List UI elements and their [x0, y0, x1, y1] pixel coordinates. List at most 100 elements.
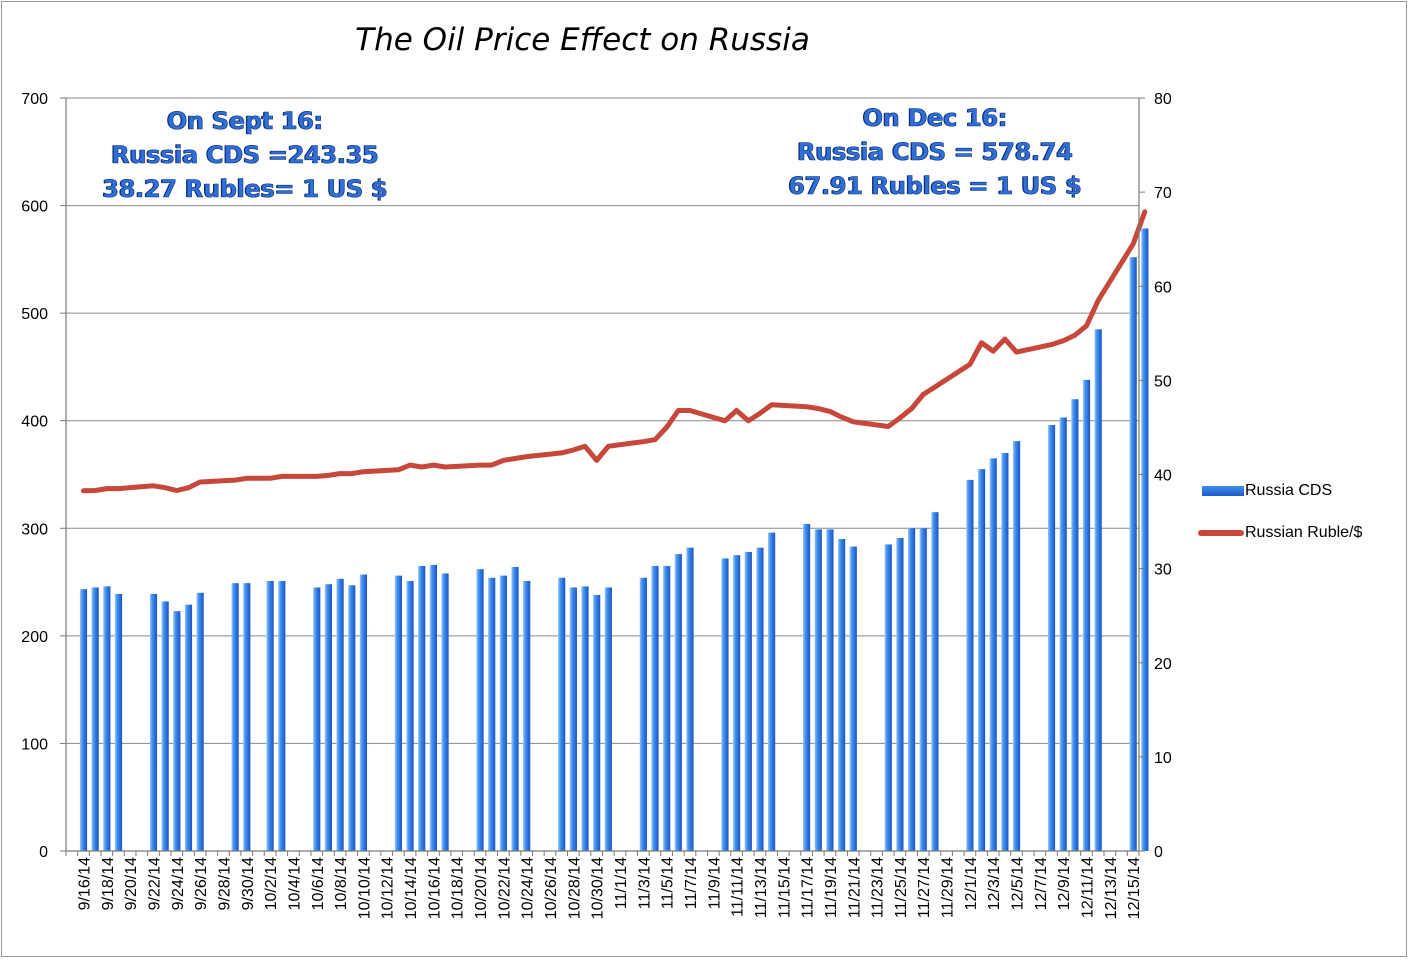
cds-bar — [907, 528, 916, 851]
annotation-line: On Sept 16: — [166, 107, 324, 136]
cds-bar — [1001, 452, 1009, 851]
x-tick-label: 9/18/14 — [100, 857, 117, 910]
cds-bar — [91, 587, 99, 851]
cds-bar — [196, 592, 204, 851]
x-tick-label: 10/4/14 — [286, 857, 303, 910]
cds-bar — [511, 567, 519, 851]
x-tick-label: 12/9/14 — [1056, 857, 1073, 910]
cds-bar — [476, 569, 484, 851]
left-tick-label: 0 — [39, 844, 48, 861]
left-tick-label: 400 — [21, 414, 48, 431]
x-tick-label: 12/7/14 — [1033, 857, 1050, 910]
annotation-line: Russia CDS = 578.74 — [797, 138, 1073, 167]
x-tick-label: 9/24/14 — [170, 857, 187, 910]
cds-bar — [849, 546, 857, 851]
x-tick-label: 9/20/14 — [123, 857, 140, 910]
x-tick-label: 11/9/14 — [706, 857, 723, 909]
x-tick-label: 10/2/14 — [263, 857, 280, 910]
right-tick-label: 70 — [1154, 185, 1172, 202]
cds-bar — [266, 580, 274, 851]
cds-bar — [768, 532, 776, 851]
x-tick-label: 10/14/14 — [403, 857, 420, 919]
cds-bar — [336, 578, 344, 851]
x-tick-label: 11/13/14 — [753, 857, 770, 918]
x-tick-label: 10/24/14 — [520, 857, 537, 919]
cds-bar — [558, 577, 566, 851]
cds-bar — [394, 575, 402, 851]
x-tick-label: 10/28/14 — [566, 857, 583, 919]
right-tick-label: 40 — [1154, 468, 1172, 485]
cds-bar — [406, 580, 414, 851]
cds-bar — [744, 551, 752, 851]
x-tick-label: 10/22/14 — [496, 857, 513, 919]
annotation-sept-16: On Sept 16: Russia CDS =243.35 38.27 Rub… — [40, 104, 450, 206]
x-tick-label: 11/1/14 — [613, 857, 630, 909]
cds-bar — [896, 537, 904, 851]
x-axis-tick-labels: 9/16/14 9/18/14 9/20/14 9/22/14 9/24/14 9/26/… — [77, 857, 1144, 919]
cds-bar — [1047, 425, 1056, 851]
cds-bar — [149, 593, 158, 851]
cds-bar — [114, 593, 123, 851]
ruble-series-line — [81, 209, 1148, 494]
x-tick-label: 12/3/14 — [986, 857, 1003, 910]
x-tick-label: 11/3/14 — [636, 857, 653, 909]
cds-bar — [523, 580, 531, 851]
x-tick-label: 10/26/14 — [543, 857, 560, 919]
x-tick-label: 12/5/14 — [1010, 857, 1027, 910]
x-tick-label: 11/25/14 — [893, 857, 910, 918]
x-tick-label: 12/1/14 — [963, 857, 980, 910]
right-tick-label: 30 — [1154, 562, 1172, 579]
cds-bar — [989, 458, 997, 851]
ruble-line — [81, 209, 1148, 494]
cds-bar — [1082, 379, 1091, 851]
x-tick-label: 11/11/14 — [730, 857, 747, 917]
cds-bar — [686, 547, 694, 851]
x-tick-label: 11/21/14 — [846, 857, 863, 918]
cds-bar — [837, 539, 846, 851]
annotation-dec-16: On Dec 16: Russia CDS = 578.74 67.91 Rub… — [735, 101, 1135, 203]
x-tick-label: 9/30/14 — [240, 857, 257, 910]
cds-bar — [79, 589, 88, 851]
cds-bar — [173, 611, 181, 851]
cds-bar — [931, 512, 939, 851]
right-axis-tick-labels: 0 10 20 30 40 50 60 70 80 — [1154, 91, 1172, 861]
cds-bar — [1094, 329, 1102, 851]
cds-bar — [1129, 257, 1137, 852]
x-tick-label: 10/16/14 — [426, 857, 443, 919]
cds-bar — [593, 594, 601, 851]
right-tick-label: 60 — [1154, 279, 1172, 296]
cds-bar — [651, 565, 659, 851]
x-tick-label: 10/6/14 — [310, 857, 327, 910]
annotation-line: On Dec 16: — [862, 104, 1008, 133]
cds-bar — [243, 583, 251, 851]
annotation-line: 67.91 Rubles = 1 US $ — [788, 172, 1082, 201]
cds-bar — [884, 544, 892, 851]
left-axis-tick-labels: 0 100 200 300 400 500 600 700 — [21, 91, 48, 861]
cds-bar — [604, 587, 612, 851]
legend-label-cds: Russia CDS — [1245, 482, 1333, 499]
cds-bar — [977, 469, 986, 851]
cds-bar — [348, 585, 356, 851]
x-tick-label: 10/18/14 — [450, 857, 467, 919]
cds-bar — [814, 529, 822, 851]
x-tick-label: 12/13/14 — [1103, 857, 1120, 919]
left-tick-label: 300 — [21, 521, 48, 538]
left-tick-label: 200 — [21, 629, 48, 646]
right-tick-label: 10 — [1154, 750, 1172, 767]
left-tick-label: 100 — [21, 736, 48, 753]
cds-bar — [231, 583, 239, 851]
cds-bar — [278, 580, 286, 851]
x-tick-label: 10/8/14 — [333, 857, 350, 910]
cds-bar — [1071, 399, 1079, 851]
axes — [60, 97, 1145, 856]
cds-bar — [429, 564, 437, 851]
cds-bars — [79, 228, 1149, 852]
x-tick-label: 12/11/14 — [1080, 857, 1097, 918]
right-tick-label: 20 — [1154, 656, 1172, 673]
x-tick-label: 11/27/14 — [916, 857, 933, 918]
left-tick-label: 600 — [21, 199, 48, 216]
x-tick-label: 11/29/14 — [940, 857, 957, 918]
x-tick-label: 9/22/14 — [147, 857, 164, 910]
cds-bar — [826, 529, 834, 851]
x-tick-label: 11/17/14 — [800, 857, 817, 918]
